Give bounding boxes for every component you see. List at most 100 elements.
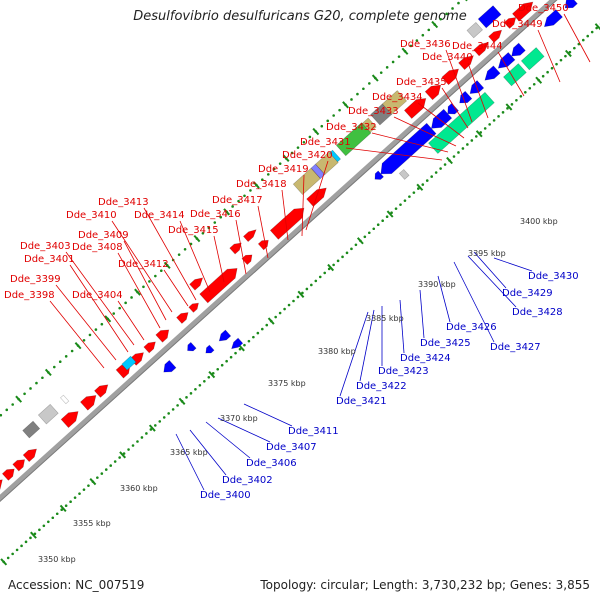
forward-gene: [403, 98, 427, 119]
inner-tick-dot: [488, 123, 491, 126]
leader-line: [305, 160, 329, 231]
inner-tick-dot: [185, 396, 188, 399]
inner-tick-dot: [532, 82, 536, 86]
inner-tick-dot: [20, 544, 23, 548]
inner-tick-dot: [252, 335, 255, 339]
leader-line: [117, 252, 161, 329]
gene-label: Dde_3407: [266, 442, 317, 453]
gene-label: Dde_3425: [420, 338, 471, 349]
reverse-gene: [205, 344, 215, 354]
major-tick: [134, 288, 141, 296]
scale-label: 3365 kbp: [170, 448, 208, 457]
outer-tick-dot: [308, 135, 312, 139]
inner-tick-dot: [506, 107, 509, 110]
inner-tick-dot: [154, 424, 157, 427]
inner-tick-dot: [430, 175, 433, 178]
outer-tick-dot: [70, 349, 74, 353]
inner-tick-dot: [55, 512, 59, 516]
outer-tick-dot: [183, 248, 187, 251]
major-tick: [356, 237, 364, 245]
gene-label: Dde_3402: [222, 475, 273, 486]
reverse-gene: [163, 359, 177, 373]
major-tick: [267, 317, 275, 325]
gene-label: Dde_3422: [356, 381, 407, 392]
inner-tick-dot: [376, 223, 380, 227]
major-tick: [564, 49, 572, 58]
inner-tick-dot: [194, 388, 197, 391]
major-tick: [505, 103, 513, 111]
inner-tick-dot: [29, 536, 32, 540]
inner-tick-dot: [336, 259, 340, 263]
leader-line: [497, 51, 525, 97]
feature-box: [335, 122, 372, 157]
inner-tick-dot: [238, 347, 242, 351]
forward-gene: [488, 29, 503, 43]
inner-tick-dot: [216, 367, 220, 371]
inner-tick-dot: [122, 452, 126, 455]
inner-tick-dot: [64, 504, 68, 508]
outer-tick-dot: [207, 226, 211, 230]
outer-tick-dot: [23, 392, 26, 396]
gene-label: Dde_3412: [118, 259, 169, 270]
major-tick: [465, 0, 468, 2]
inner-tick-dot: [390, 211, 393, 214]
outer-tick-dot: [261, 178, 264, 182]
gene-label: Dde_3428: [512, 307, 563, 318]
leader-line: [399, 299, 405, 354]
scale-label: 3400 kbp: [520, 217, 558, 226]
leader-line: [143, 207, 197, 301]
leader-line: [69, 264, 129, 353]
forward-gene: [188, 302, 199, 313]
leader-line: [257, 205, 269, 259]
feature-box: [503, 63, 527, 87]
reverse-gene: [447, 102, 459, 115]
inner-tick-dot: [278, 311, 282, 315]
outer-tick-dot: [326, 119, 330, 123]
major-tick: [342, 101, 349, 109]
backbone-strands: [0, 0, 558, 503]
inner-tick-dot: [78, 492, 81, 495]
gene-label: Dde_3404: [72, 290, 123, 301]
label-leader-lines: [49, 13, 591, 491]
inner-tick-dot: [363, 235, 367, 239]
gene-label: Dde_3435: [396, 77, 447, 88]
major-tick: [30, 531, 37, 539]
outer-tick-dot: [219, 215, 223, 219]
major-tick: [104, 315, 112, 323]
inner-tick-dot: [417, 187, 420, 190]
inner-tick-dot: [24, 540, 28, 544]
outer-tick-dot: [0, 413, 3, 417]
leader-line: [445, 49, 473, 123]
inner-tick-dot: [394, 207, 398, 210]
leader-line: [417, 102, 465, 139]
outer-tick-dot: [439, 17, 442, 21]
leader-line: [467, 255, 517, 308]
outer-tick-dot: [159, 269, 163, 273]
inner-tick-dot: [573, 46, 576, 50]
inner-tick-dot: [595, 26, 598, 30]
leader-line: [123, 240, 167, 321]
inner-tick-dot: [131, 444, 135, 447]
outer-tick-dot: [427, 28, 431, 32]
inner-tick-dot: [528, 86, 532, 90]
inner-tick-dot: [524, 90, 527, 94]
feature-box: [329, 149, 342, 163]
inner-tick-dot: [211, 371, 215, 375]
outer-tick-dot: [266, 173, 270, 176]
outer-tick-dot: [391, 60, 395, 64]
inner-tick-dot: [60, 508, 63, 512]
gene-label: Dde_3398: [4, 290, 55, 301]
gene-features: [0, 0, 578, 490]
forward-gene: [189, 277, 204, 291]
inner-tick-dot: [492, 119, 496, 122]
gene-label: Dde_3429: [502, 288, 553, 299]
outer-tick-dot: [278, 162, 282, 165]
forward-gene: [94, 384, 109, 398]
inner-tick-dot: [474, 135, 478, 138]
inner-tick-dot: [225, 359, 228, 363]
leader-line: [55, 284, 117, 361]
inner-tick-dot: [176, 404, 179, 407]
major-tick: [119, 451, 127, 459]
inner-tick-dot: [158, 420, 162, 423]
inner-tick-dot: [559, 58, 563, 62]
